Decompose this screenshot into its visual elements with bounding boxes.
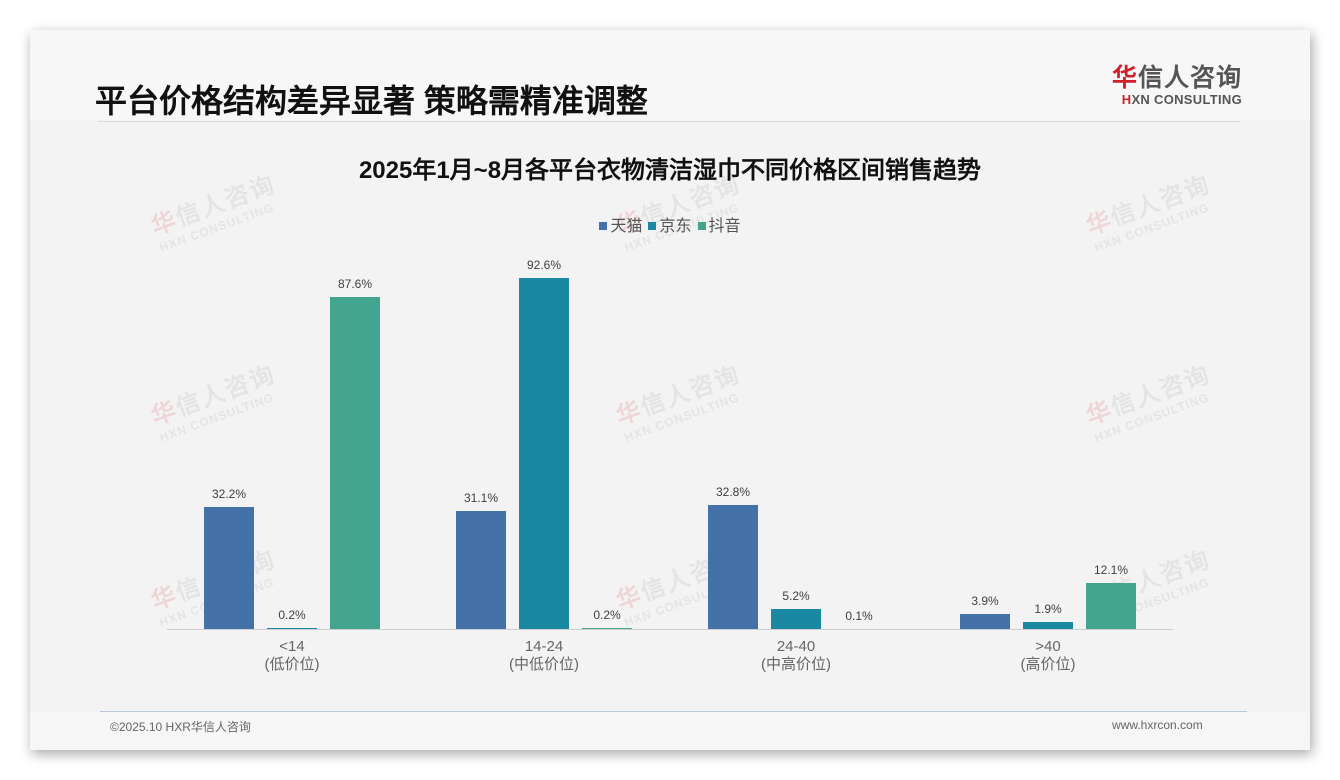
chart-legend: 天猫 京东 抖音 — [0, 212, 1340, 236]
logo-cn-red: 华 — [1112, 64, 1139, 92]
data-label: 32.8% — [715, 485, 751, 499]
x-axis-line — [167, 629, 1173, 630]
legend-label: 天猫 — [610, 218, 643, 235]
title-divider — [98, 121, 1240, 122]
data-label: 0.2% — [278, 608, 306, 622]
data-label: 31.1% — [463, 491, 499, 505]
company-logo: 华信人咨询 HXN CONSULTING — [1112, 64, 1242, 108]
data-label: 1.9% — [1034, 602, 1062, 616]
legend-label: 抖音 — [708, 218, 741, 235]
legend-item: 京东 — [648, 212, 692, 236]
x-axis-category-label: >40 (高价位) — [1020, 638, 1076, 673]
bar — [456, 511, 506, 629]
bar — [771, 609, 821, 629]
data-label: 92.6% — [526, 258, 562, 272]
logo-en-rest: XN CONSULTING — [1131, 92, 1242, 107]
legend-swatch-icon — [648, 222, 657, 230]
bar — [330, 297, 380, 629]
bar — [204, 507, 254, 629]
page-title: 平台价格结构差异显著 策略需精准调整 — [95, 83, 648, 119]
data-label: 3.9% — [971, 594, 999, 608]
legend-swatch-icon — [697, 222, 706, 230]
data-label: 0.1% — [845, 609, 873, 623]
x-axis-category-label: 14-24 (中低价位) — [509, 638, 579, 673]
data-label: 12.1% — [1093, 563, 1129, 577]
footer-website: www.hxrcon.com — [1112, 718, 1203, 732]
logo-cn: 华信人咨询 — [1112, 64, 1242, 92]
logo-en: HXN CONSULTING — [1112, 92, 1242, 108]
x-axis-category-label: 24-40 (中高价位) — [761, 638, 831, 673]
slide: 平台价格结构差异显著 策略需精准调整 华信人咨询 HXN CONSULTING — [30, 30, 1310, 750]
bar — [1086, 583, 1136, 629]
bar — [582, 628, 632, 629]
bar — [708, 505, 758, 629]
data-label: 87.6% — [337, 277, 373, 291]
legend-swatch-icon — [599, 222, 608, 230]
data-label: 5.2% — [782, 589, 810, 603]
logo-en-red: H — [1121, 92, 1132, 107]
legend-label: 京东 — [659, 218, 692, 235]
bar — [519, 278, 569, 629]
chart-title: 2025年1月~8月各平台衣物清洁湿巾不同价格区间销售趋势 — [358, 157, 982, 184]
legend-item: 抖音 — [697, 212, 741, 236]
legend-item: 天猫 — [599, 212, 642, 236]
footer-divider — [100, 711, 1247, 712]
data-label: 0.2% — [593, 608, 621, 622]
x-axis-category-label: <14 (低价位) — [264, 638, 320, 673]
logo-cn-rest: 信人咨询 — [1138, 64, 1243, 92]
bar — [267, 628, 317, 629]
bar — [960, 614, 1010, 629]
header-band — [30, 30, 1310, 120]
footer-band — [30, 712, 1310, 750]
data-label: 32.2% — [211, 487, 247, 501]
footer-copyright: ©2025.10 HXR华信人咨询 — [110, 720, 251, 734]
bar — [1023, 622, 1073, 629]
